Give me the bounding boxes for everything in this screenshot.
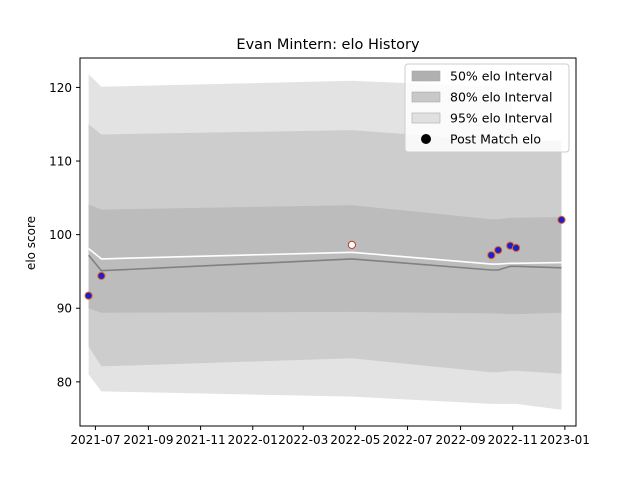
x-tick-label: 2022-11: [488, 433, 538, 447]
chart-title: Evan Mintern: elo History: [236, 37, 420, 53]
legend-marker: [421, 134, 431, 144]
x-tick-label: 2022-09: [435, 433, 485, 447]
series-line-5: [88, 247, 562, 265]
y-tick-label: 120: [49, 81, 72, 95]
post-match-point: [97, 271, 106, 280]
plot-area: [84, 74, 566, 410]
y-tick-label: 90: [57, 302, 72, 316]
x-tick-label: 2022-07: [382, 433, 432, 447]
y-axis-title: elo score: [24, 216, 38, 270]
post-match-point: [347, 240, 356, 249]
x-tick-label: 2023-01: [540, 433, 590, 447]
post-match-point: [494, 246, 503, 255]
post-match-point: [512, 243, 521, 252]
x-tick-label: 2022-01: [228, 433, 278, 447]
legend-label: 50% elo Interval: [450, 69, 552, 84]
post-match-point: [487, 251, 496, 260]
legend-swatch: [411, 70, 441, 82]
y-tick-label: 110: [49, 155, 72, 169]
interval-band-3: [88, 204, 562, 315]
axes: 2021-07 2021-09 2021-11 2022-01 2022-03 2022-…: [49, 81, 590, 447]
legend-swatch: [411, 112, 441, 124]
legend-box: [404, 63, 570, 153]
legend-label: Post Match elo: [450, 132, 541, 147]
x-tick-label: 2021-09: [123, 433, 173, 447]
x-tick-label: 2021-07: [70, 433, 120, 447]
y-tick-label: 100: [49, 228, 72, 242]
post-match-point: [557, 215, 566, 224]
post-match-point: [84, 291, 93, 300]
y-tick-label: 80: [57, 375, 72, 389]
x-tick-label: 2021-11: [176, 433, 226, 447]
series-line-4: [87, 254, 562, 272]
legend-label: 95% elo Interval: [450, 111, 552, 126]
legend: 50% elo Interval 80% elo Interval 95% elo …: [404, 63, 570, 153]
legend-swatch: [411, 91, 441, 103]
x-tick-label: 2022-03: [278, 433, 328, 447]
plot-frame: [79, 57, 577, 427]
legend-label: 80% elo Interval: [450, 90, 552, 105]
legend-items: 50% elo Interval 80% elo Interval 95% elo …: [411, 69, 552, 147]
x-tick-label: 2022-05: [330, 433, 380, 447]
